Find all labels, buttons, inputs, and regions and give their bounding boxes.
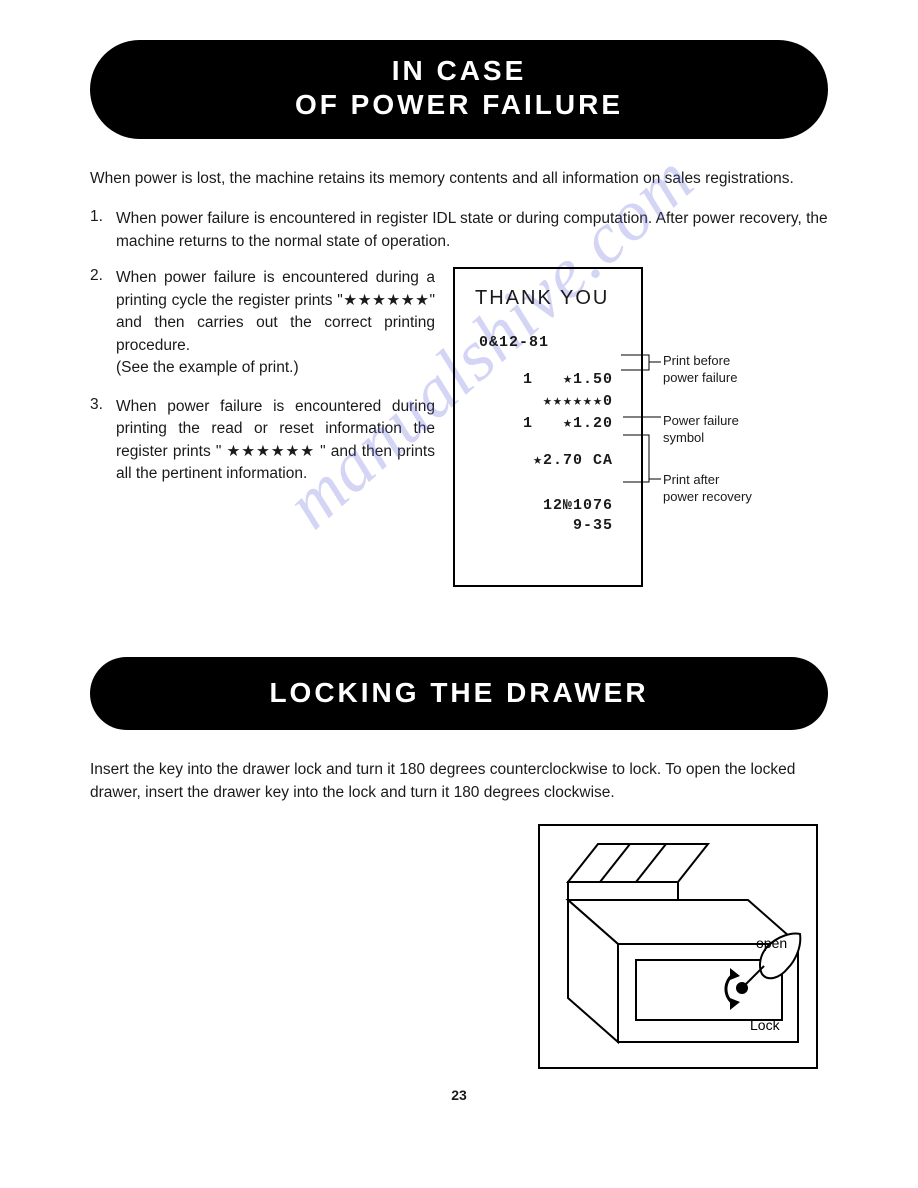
list-text: When power failure is encountered during… (116, 267, 435, 379)
receipt-line-item1: 1 ★1.50 (469, 369, 627, 388)
receipt-line-item2: 1 ★1.20 (469, 413, 627, 432)
list-item: 1. When power failure is encountered in … (90, 208, 828, 253)
annotation-before: Print beforepower failure (663, 353, 737, 386)
locking-text: Insert the key into the drawer lock and … (90, 758, 828, 805)
receipt-example-box: THANK YOU 0&12-81 1 ★1.50 ★★★★★★0 1 ★1.2… (453, 267, 643, 587)
figure-label-lock: Lock (750, 1017, 781, 1033)
power-failure-intro: When power is lost, the machine retains … (90, 167, 828, 190)
receipt-title: THANK YOU (469, 287, 627, 310)
receipt-line-total: ★2.70 CA (469, 450, 627, 469)
section-title-line1: IN CASE (130, 54, 788, 88)
list-text-main: When power failure is encountered during… (116, 269, 435, 353)
two-column-layout: 2. When power failure is encountered dur… (90, 267, 828, 587)
annotation-after: Print afterpower recovery (663, 472, 752, 505)
list-text: When power failure is encountered during… (116, 396, 435, 486)
section-header-power-failure: IN CASE OF POWER FAILURE (90, 40, 828, 139)
receipt-line-serial: 12№1076 (469, 497, 627, 514)
receipt-line-stars: ★★★★★★0 (469, 391, 627, 410)
annotation-symbol: Power failuresymbol (663, 413, 739, 446)
drawer-figure: open Lock (538, 824, 818, 1069)
list-item: 3. When power failure is encountered dur… (90, 396, 435, 486)
list-text: When power failure is encountered in reg… (116, 208, 828, 253)
left-column: 2. When power failure is encountered dur… (90, 267, 435, 499)
figure-label-open: open (756, 935, 787, 951)
section-header-locking: LOCKING THE DRAWER (90, 657, 828, 729)
manual-page: manualshive.com IN CASE OF POWER FAILURE… (0, 0, 918, 1133)
receipt-line-time: 9-35 (469, 517, 627, 534)
list-number: 3. (90, 396, 116, 414)
list-text-sub: (See the example of print.) (116, 359, 299, 376)
page-number: 23 (90, 1087, 828, 1103)
drawer-illustration: open Lock (540, 826, 820, 1071)
section-title-line2: OF POWER FAILURE (130, 88, 788, 122)
receipt-line-date: 0&12-81 (469, 334, 627, 351)
list-item: 2. When power failure is encountered dur… (90, 267, 435, 379)
right-column: THANK YOU 0&12-81 1 ★1.50 ★★★★★★0 1 ★1.2… (453, 267, 828, 587)
list-number: 1. (90, 208, 116, 226)
list-number: 2. (90, 267, 116, 285)
